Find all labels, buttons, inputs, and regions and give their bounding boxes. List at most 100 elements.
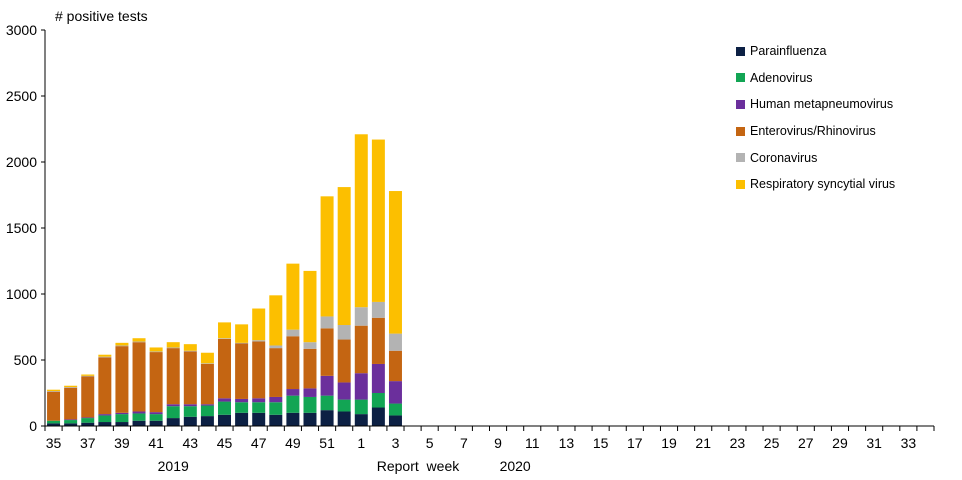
bar-segment-enterovirus-rhinovirus bbox=[337, 339, 351, 383]
bar-segment-enterovirus-rhinovirus bbox=[200, 363, 214, 405]
bar-segment-coronavirus bbox=[354, 307, 368, 326]
bar-segment-respiratory-syncytial-virus bbox=[200, 352, 214, 364]
bar-segment-parainfluenza bbox=[166, 418, 180, 426]
year-label: 2020 bbox=[500, 458, 531, 474]
bar-segment-human-metapneumovirus bbox=[269, 396, 283, 403]
x-tick-label: 21 bbox=[695, 435, 711, 451]
bar-segment-coronavirus bbox=[303, 342, 317, 349]
x-tick-label: 51 bbox=[319, 435, 335, 451]
bar-segment-parainfluenza bbox=[115, 422, 129, 426]
bar-segment-parainfluenza bbox=[81, 422, 95, 426]
bar-segment-enterovirus-rhinovirus bbox=[303, 348, 317, 389]
bar-segment-enterovirus-rhinovirus bbox=[149, 352, 163, 413]
bar-segment-adenovirus bbox=[115, 414, 129, 423]
bar-segment-respiratory-syncytial-virus bbox=[388, 191, 402, 334]
x-tick-label: 23 bbox=[730, 435, 746, 451]
y-tick-label: 500 bbox=[14, 352, 38, 368]
bar-segment-parainfluenza bbox=[183, 416, 197, 426]
bar-segment-adenovirus bbox=[200, 405, 214, 417]
year-labels: 2019 2020 bbox=[158, 458, 531, 474]
bar-segment-parainfluenza bbox=[286, 412, 300, 426]
x-tick-label: 47 bbox=[251, 435, 267, 451]
bar-segment-human-metapneumovirus bbox=[354, 373, 368, 400]
y-tick-label: 0 bbox=[29, 418, 37, 434]
bar-segment-coronavirus bbox=[81, 375, 95, 377]
x-tick-label: 3 bbox=[392, 435, 400, 451]
bar-segment-parainfluenza bbox=[218, 414, 232, 426]
bar-segment-adenovirus bbox=[269, 402, 283, 415]
bar-segment-human-metapneumovirus bbox=[149, 412, 163, 415]
x-tick-label: 49 bbox=[285, 435, 301, 451]
y-tick-label: 1500 bbox=[6, 220, 37, 236]
legend-item: Enterovirus/Rhinovirus bbox=[736, 118, 895, 145]
legend-item: Adenovirus bbox=[736, 65, 895, 92]
bar-segment-enterovirus-rhinovirus bbox=[115, 346, 129, 413]
bar-segment-parainfluenza bbox=[388, 415, 402, 426]
bar-segment-enterovirus-rhinovirus bbox=[388, 350, 402, 382]
bar-segment-coronavirus bbox=[64, 387, 78, 388]
legend-label: Human metapneumovirus bbox=[750, 97, 894, 112]
bar-segment-coronavirus bbox=[166, 347, 180, 349]
x-tick-label: 25 bbox=[764, 435, 780, 451]
legend-swatch bbox=[736, 179, 745, 189]
bar-segment-parainfluenza bbox=[269, 414, 283, 426]
x-tick-label: 15 bbox=[593, 435, 609, 451]
x-tick-label: 27 bbox=[798, 435, 814, 451]
bar-segment-parainfluenza bbox=[98, 422, 112, 426]
bar-segment-parainfluenza bbox=[337, 411, 351, 426]
bar-segment-respiratory-syncytial-virus bbox=[115, 342, 129, 346]
bar-segment-adenovirus bbox=[98, 415, 112, 423]
bar-segment-parainfluenza bbox=[47, 423, 61, 426]
bar-segment-human-metapneumovirus bbox=[115, 412, 129, 415]
bar-segment-parainfluenza bbox=[354, 414, 368, 426]
bar-segment-enterovirus-rhinovirus bbox=[218, 338, 232, 399]
bar-segment-adenovirus bbox=[183, 406, 197, 417]
bar-segment-coronavirus bbox=[252, 340, 266, 342]
bar-segment-parainfluenza bbox=[252, 412, 266, 426]
x-tick-label: 7 bbox=[460, 435, 468, 451]
bar-segment-human-metapneumovirus bbox=[371, 363, 385, 393]
y-axis-title: # positive tests bbox=[55, 8, 148, 24]
bar-segment-respiratory-syncytial-virus bbox=[81, 374, 95, 376]
x-tick-label: 19 bbox=[661, 435, 677, 451]
bar-segment-coronavirus bbox=[149, 351, 163, 353]
bar-segment-adenovirus bbox=[149, 414, 163, 421]
bar-segment-parainfluenza bbox=[320, 410, 334, 426]
bar-segment-human-metapneumovirus bbox=[235, 398, 249, 403]
legend-swatch bbox=[736, 46, 745, 56]
bar-segment-enterovirus-rhinovirus bbox=[183, 351, 197, 405]
legend: Parainfluenza Adenovirus Human metapneumov… bbox=[736, 38, 895, 198]
x-tick-label: 13 bbox=[559, 435, 575, 451]
bar-segment-respiratory-syncytial-virus bbox=[252, 308, 266, 341]
bar-segment-human-metapneumovirus bbox=[252, 398, 266, 403]
bar-segment-enterovirus-rhinovirus bbox=[166, 348, 180, 405]
bar-segment-coronavirus bbox=[320, 316, 334, 329]
bar-segment-respiratory-syncytial-virus bbox=[371, 139, 385, 302]
x-tick-label: 1 bbox=[357, 435, 365, 451]
bar-segment-human-metapneumovirus bbox=[337, 382, 351, 400]
bar-segment-respiratory-syncytial-virus bbox=[337, 187, 351, 326]
legend-label: Parainfluenza bbox=[750, 44, 827, 59]
bar-segment-enterovirus-rhinovirus bbox=[47, 391, 61, 421]
x-tick-label: 11 bbox=[525, 435, 540, 451]
bar-segment-adenovirus bbox=[303, 396, 317, 413]
y-axis: 0 500 1000 1500 2000 2500 3000 bbox=[6, 22, 46, 434]
legend-label: Enterovirus/Rhinovirus bbox=[750, 124, 876, 139]
y-tick-label: 3000 bbox=[6, 22, 37, 38]
bar-segment-coronavirus bbox=[200, 363, 214, 364]
bar-segment-respiratory-syncytial-virus bbox=[149, 347, 163, 352]
bar-segment-enterovirus-rhinovirus bbox=[286, 336, 300, 390]
x-tick-label: 43 bbox=[183, 435, 199, 451]
y-tick-label: 1000 bbox=[6, 286, 37, 302]
legend-label: Coronavirus bbox=[750, 150, 818, 165]
bar-segment-adenovirus bbox=[132, 413, 146, 421]
bar-segment-adenovirus bbox=[354, 399, 368, 415]
bar-segment-human-metapneumovirus bbox=[388, 381, 402, 404]
bar-segment-adenovirus bbox=[286, 395, 300, 413]
bar-segment-adenovirus bbox=[47, 420, 61, 424]
bar-segment-parainfluenza bbox=[149, 420, 163, 426]
bar-segment-coronavirus bbox=[235, 342, 249, 344]
bar-segment-coronavirus bbox=[388, 333, 402, 351]
bar-segment-adenovirus bbox=[81, 418, 95, 423]
bar-segment-enterovirus-rhinovirus bbox=[320, 328, 334, 376]
